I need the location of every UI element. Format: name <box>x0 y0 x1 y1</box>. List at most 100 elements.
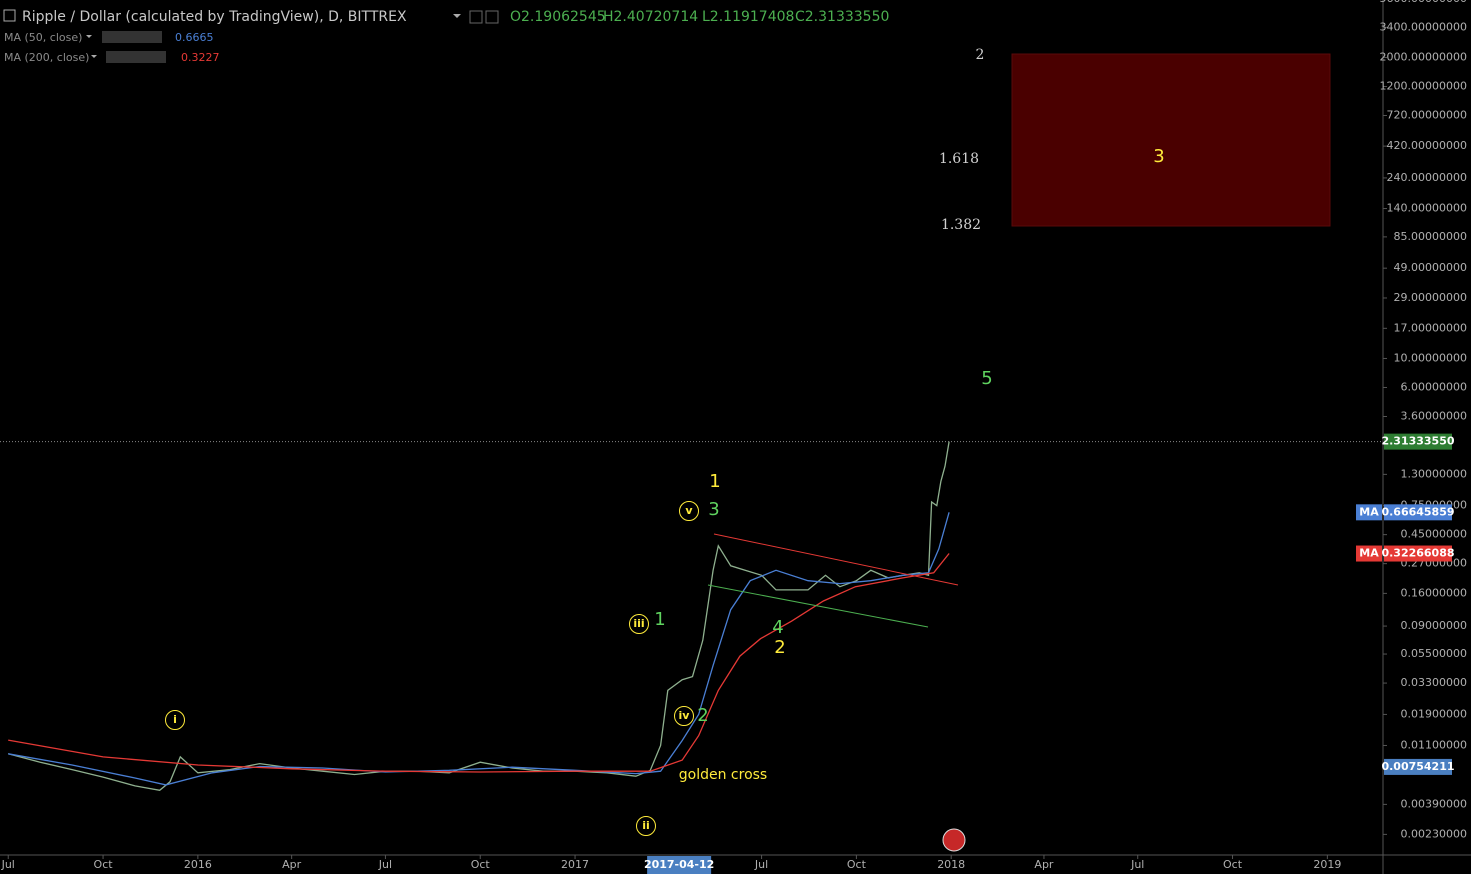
x-tick-label: Jul <box>1 858 15 871</box>
symbol-title[interactable]: Ripple / Dollar (calculated by TradingVi… <box>22 9 407 25</box>
y-tick-label: 0.00230000 <box>1401 827 1467 840</box>
x-tick-label: Oct <box>1223 858 1243 871</box>
series-line <box>8 512 950 786</box>
y-tick-label: 0.01900000 <box>1401 707 1467 720</box>
fib-zone-label: 3 <box>1153 146 1164 167</box>
price-label-box <box>1384 504 1452 521</box>
y-tick-label: 240.00000000 <box>1387 171 1467 184</box>
y-tick-label: 29.00000000 <box>1394 291 1467 304</box>
x-cursor-box <box>647 856 712 874</box>
wave-label: 3 <box>708 499 719 520</box>
wave-label: 4 <box>772 617 783 638</box>
price-tag-box <box>1356 545 1382 562</box>
y-tick-label: 5600.00000000 <box>1380 0 1467 5</box>
wave-label: 2 <box>774 637 785 658</box>
y-tick-label: 0.00390000 <box>1401 797 1467 810</box>
y-tick-label: 0.03300000 <box>1401 676 1467 689</box>
ohlc-close: C2.31333550 <box>795 9 889 25</box>
fib-level: 1.382 <box>941 217 981 233</box>
y-tick-label: 10.00000000 <box>1394 351 1467 364</box>
fib-level: 1.618 <box>939 151 979 167</box>
price-label-box <box>1384 758 1452 775</box>
x-cursor-label: 2017-04-12 <box>644 858 714 871</box>
price-label: 2.31333550 <box>1381 435 1454 448</box>
y-tick-label: 3.60000000 <box>1401 410 1467 423</box>
legend-entry[interactable]: MA (50, close) <box>4 31 82 44</box>
price-tag-box <box>1356 504 1382 521</box>
wave-label: 2 <box>697 705 708 726</box>
wave-label: v <box>685 504 693 517</box>
legend-value: 0.3227 <box>181 51 220 64</box>
y-tick-label: 420.00000000 <box>1387 139 1467 152</box>
y-tick-label: 2000.00000000 <box>1380 50 1467 63</box>
legend-icons[interactable] <box>106 51 166 63</box>
y-tick-label: 17.00000000 <box>1394 321 1467 334</box>
x-tick-label: Oct <box>471 858 491 871</box>
x-tick-label: Apr <box>1034 858 1054 871</box>
x-tick-label: Jul <box>754 858 768 871</box>
wave-label: i <box>173 713 177 726</box>
y-tick-label: 49.00000000 <box>1394 261 1467 274</box>
ohlc-high: H2.40720714 <box>603 9 698 25</box>
x-tick-label: Apr <box>282 858 302 871</box>
series-line <box>8 553 950 773</box>
trend-line-upper <box>713 533 959 586</box>
y-tick-label: 3400.00000000 <box>1380 20 1467 33</box>
ohlc-open: O2.19062545 <box>510 9 606 25</box>
wave-label: iv <box>679 709 691 722</box>
y-tick-label: 720.00000000 <box>1387 109 1467 122</box>
price-tag: MA <box>1359 547 1379 560</box>
x-tick-label: Jul <box>378 858 392 871</box>
wave-circle <box>679 501 699 521</box>
fib-zone <box>1011 53 1331 227</box>
trend-line-lower <box>707 584 929 628</box>
series-line <box>8 441 950 791</box>
price-label: 0.66645859 <box>1381 505 1454 518</box>
plot-area <box>8 441 950 791</box>
dropdown[interactable] <box>91 55 97 58</box>
fib-level: 2 <box>976 47 985 63</box>
y-tick-label: 1200.00000000 <box>1380 79 1467 92</box>
collapse-icon[interactable] <box>3 9 16 22</box>
price-tag: MA <box>1359 505 1379 518</box>
x-tick-label: Oct <box>94 858 114 871</box>
x-tick-label: 2016 <box>184 858 212 871</box>
y-tick-label: 0.45000000 <box>1401 528 1467 541</box>
wave-circle <box>636 816 656 836</box>
x-tick-label: 2019 <box>1313 858 1341 871</box>
icon[interactable] <box>469 10 483 24</box>
x-tick-label: Jul <box>1130 858 1144 871</box>
wave-label: ii <box>642 819 650 832</box>
y-tick-label: 0.16000000 <box>1401 586 1467 599</box>
wave-label: 1 <box>709 471 720 492</box>
y-tick-label: 0.01100000 <box>1401 738 1467 751</box>
wave-circle <box>674 706 694 726</box>
wave-label: 5 <box>981 368 992 389</box>
legend-entry[interactable]: MA (200, close) <box>4 51 89 64</box>
legend-value: 0.6665 <box>175 31 214 44</box>
x-tick-label: Oct <box>847 858 867 871</box>
x-tick-label: 2018 <box>937 858 965 871</box>
price-label: 0.00754211 <box>1381 760 1454 773</box>
icon[interactable] <box>485 10 499 24</box>
wave-label: 1 <box>654 609 665 630</box>
price-label: 0.32266088 <box>1381 547 1454 560</box>
wave-label: iii <box>633 617 644 630</box>
wave-circle <box>629 614 649 634</box>
y-tick-label: 6.00000000 <box>1401 380 1467 393</box>
x-tick-label: 2017 <box>561 858 589 871</box>
price-label-box <box>1384 545 1452 562</box>
dropdown[interactable] <box>86 35 92 38</box>
wave-circle <box>165 710 185 730</box>
legend-icons[interactable] <box>102 31 162 43</box>
y-tick-label: 85.00000000 <box>1394 230 1467 243</box>
y-tick-label: 0.05500000 <box>1401 647 1467 660</box>
events-icon[interactable] <box>942 828 966 852</box>
price-label-box <box>1384 433 1452 450</box>
ohlc-low: L2.11917408 <box>702 9 794 25</box>
annotation: golden cross <box>679 767 767 783</box>
y-tick-label: 1.30000000 <box>1401 467 1467 480</box>
y-tick-label: 140.00000000 <box>1387 202 1467 215</box>
dropdown[interactable] <box>453 14 461 18</box>
